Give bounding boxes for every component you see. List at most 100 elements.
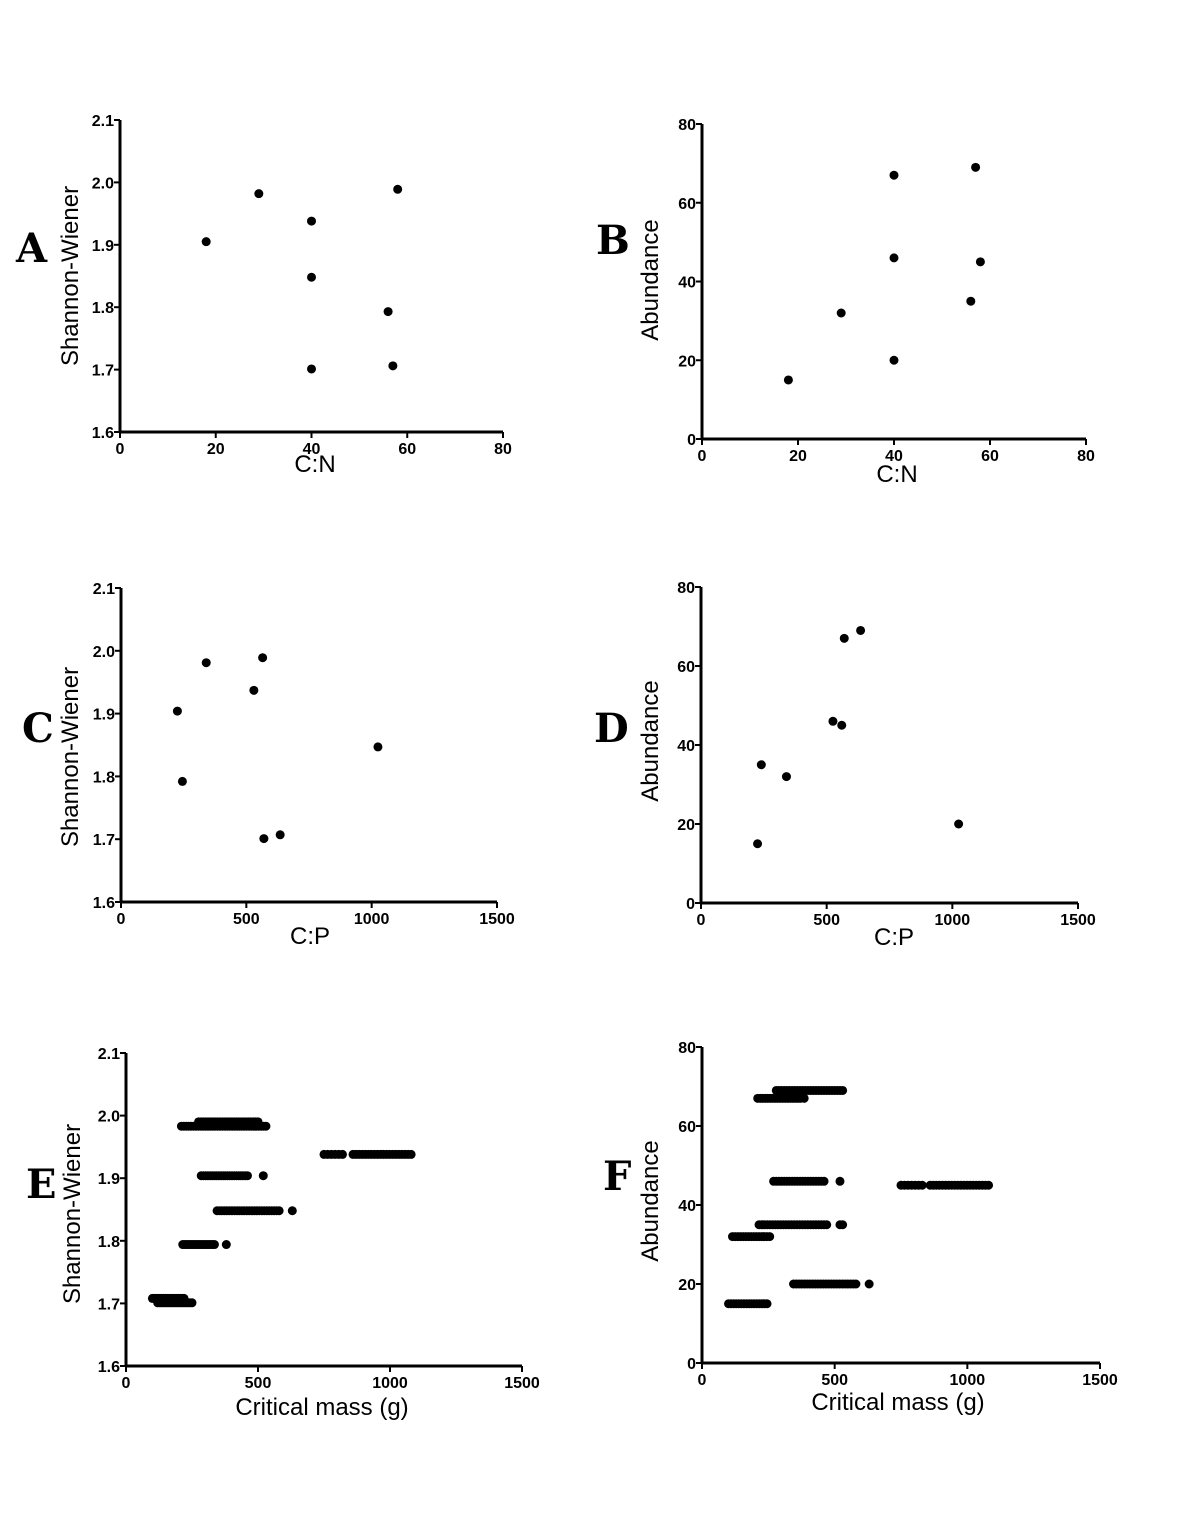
data-point xyxy=(864,1279,874,1289)
x-tick-label: 1000 xyxy=(354,911,390,928)
x-axis-title: Critical mass (g) xyxy=(235,1394,408,1421)
y-tick-label: 0 xyxy=(687,432,696,449)
data-point xyxy=(209,1240,219,1250)
data-point xyxy=(756,760,766,770)
data-point xyxy=(799,1093,809,1103)
data-point xyxy=(177,776,187,786)
x-tick-label: 500 xyxy=(813,912,840,929)
data-point xyxy=(838,1220,848,1230)
y-tick-label: 40 xyxy=(677,738,695,755)
data-point xyxy=(406,1149,416,1159)
data-point xyxy=(889,355,899,365)
x-tick-label: 500 xyxy=(821,1372,848,1389)
y-tick-label: 1.9 xyxy=(98,1171,120,1188)
data-point xyxy=(258,653,268,663)
data-point xyxy=(393,184,403,194)
y-tick-label: 40 xyxy=(678,275,696,292)
data-point xyxy=(373,742,383,752)
data-point xyxy=(249,685,259,695)
x-tick-label: 20 xyxy=(207,441,225,458)
y-axis-title: Shannon-Wiener xyxy=(57,667,84,847)
y-tick-label: 1.6 xyxy=(98,1359,120,1376)
x-tick-label: 80 xyxy=(1077,448,1095,465)
data-point xyxy=(253,1117,263,1127)
y-tick-label: 1.9 xyxy=(93,707,115,724)
data-point xyxy=(201,237,211,247)
y-tick-label: 2.1 xyxy=(98,1046,120,1063)
x-tick-label: 60 xyxy=(981,448,999,465)
y-axis-title: Abundance xyxy=(637,1140,664,1261)
data-point xyxy=(242,1171,252,1181)
y-tick-label: 1.6 xyxy=(92,425,114,442)
y-tick-label: 20 xyxy=(678,1277,696,1294)
data-point xyxy=(258,1171,268,1181)
y-tick-label: 2.0 xyxy=(98,1109,120,1126)
y-tick-label: 40 xyxy=(678,1198,696,1215)
data-point xyxy=(337,1149,347,1159)
x-axis-title: C:P xyxy=(290,923,330,950)
data-point xyxy=(221,1240,231,1250)
data-point xyxy=(187,1298,197,1308)
y-tick-label: 2.0 xyxy=(92,175,114,192)
y-axis-title: Abundance xyxy=(637,219,664,340)
panel-letter: F xyxy=(603,1153,631,1200)
x-tick-label: 0 xyxy=(698,1372,707,1389)
panel-letter: A xyxy=(15,225,48,272)
data-point xyxy=(839,633,849,643)
y-tick-label: 0 xyxy=(687,1356,696,1373)
data-point xyxy=(259,834,269,844)
data-point xyxy=(261,1121,271,1131)
x-tick-label: 80 xyxy=(494,441,512,458)
x-tick-label: 1500 xyxy=(504,1375,540,1392)
data-point xyxy=(971,162,981,172)
y-tick-label: 1.8 xyxy=(92,300,114,317)
y-tick-label: 60 xyxy=(677,659,695,676)
y-tick-label: 80 xyxy=(678,1040,696,1057)
y-axis-title: Abundance xyxy=(637,680,664,801)
y-axis-title: Shannon-Wiener xyxy=(57,186,84,366)
x-tick-label: 0 xyxy=(698,448,707,465)
x-tick-label: 0 xyxy=(697,912,706,929)
y-tick-label: 60 xyxy=(678,1119,696,1136)
y-tick-label: 1.6 xyxy=(93,895,115,912)
x-tick-label: 1500 xyxy=(479,911,515,928)
x-tick-label: 0 xyxy=(116,441,125,458)
data-point xyxy=(201,658,211,668)
data-point xyxy=(984,1180,994,1190)
data-point xyxy=(954,819,964,829)
x-tick-label: 1500 xyxy=(1082,1372,1118,1389)
x-axis-title: Critical mass (g) xyxy=(811,1389,984,1416)
y-axis-title: Shannon-Wiener xyxy=(59,1124,86,1304)
data-point xyxy=(753,839,763,849)
data-point xyxy=(975,257,985,267)
panel-b: 0 20 40 60 80 0 20 40 60 80 C:N Abundance B xyxy=(596,117,1095,488)
y-tick-label: 1.7 xyxy=(98,1296,120,1313)
data-point xyxy=(917,1180,927,1190)
x-axis-title: C:N xyxy=(294,451,335,478)
data-point xyxy=(762,1299,772,1309)
y-tick-label: 0 xyxy=(686,896,695,913)
x-tick-label: 60 xyxy=(398,441,416,458)
data-point xyxy=(388,361,398,371)
data-point xyxy=(307,272,316,282)
data-point xyxy=(835,1176,845,1186)
x-tick-label: 0 xyxy=(117,911,126,928)
y-tick-label: 2.1 xyxy=(93,581,115,598)
data-point xyxy=(274,1206,284,1216)
panel-letter: C xyxy=(22,705,54,752)
data-point xyxy=(781,772,791,782)
data-point xyxy=(838,1085,848,1095)
data-point xyxy=(819,1176,829,1186)
x-tick-label: 40 xyxy=(885,448,903,465)
panel-letter: E xyxy=(26,1161,57,1208)
data-point xyxy=(822,1220,832,1230)
x-tick-label: 500 xyxy=(233,911,260,928)
y-tick-label: 1.7 xyxy=(92,363,114,380)
data-point xyxy=(851,1279,861,1289)
data-point xyxy=(275,830,285,840)
y-tick-label: 1.7 xyxy=(93,832,115,849)
x-tick-label: 1000 xyxy=(935,912,971,929)
y-tick-label: 20 xyxy=(678,353,696,370)
x-tick-label: 0 xyxy=(122,1375,131,1392)
y-tick-label: 2.1 xyxy=(92,113,114,130)
